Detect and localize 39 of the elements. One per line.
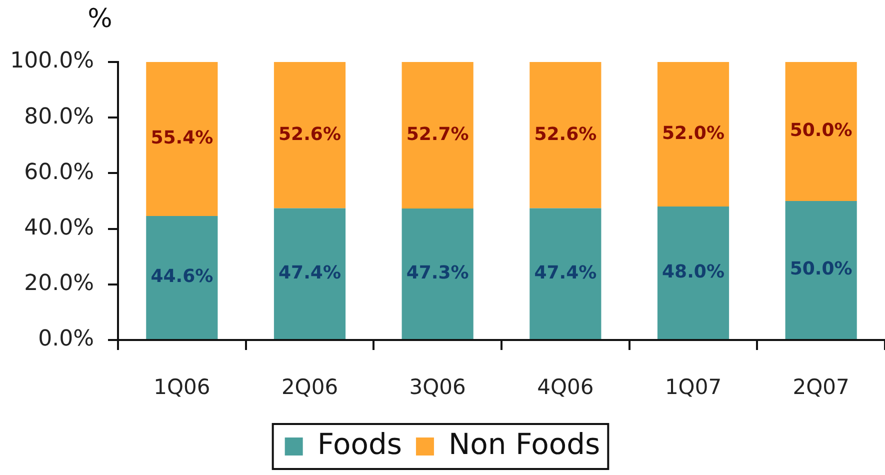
- bar: [146, 62, 218, 216]
- bar: [657, 62, 730, 207]
- bar: [785, 62, 857, 201]
- x-tick-label: 4Q06: [537, 375, 594, 400]
- x-tick-label: 3Q06: [409, 375, 466, 400]
- data-label: 48.0%: [662, 261, 724, 282]
- legend-label: Non Foods: [448, 427, 600, 462]
- data-label: 52.0%: [662, 122, 724, 144]
- bar: [402, 62, 474, 209]
- data-label: 52.7%: [406, 124, 469, 145]
- x-tick-label: 1Q07: [664, 375, 722, 400]
- y-tick-label: 100.0%: [10, 48, 94, 74]
- y-tick-label: 20.0%: [24, 271, 94, 296]
- x-tick-label: 2Q07: [792, 375, 850, 400]
- legend-label: Foods: [317, 427, 402, 462]
- bar: [530, 62, 602, 208]
- data-label: 50.0%: [790, 120, 852, 142]
- bar: [530, 208, 602, 339]
- data-label: 47.4%: [278, 262, 341, 284]
- data-label: 44.6%: [150, 266, 214, 288]
- y-tick-label: 40.0%: [24, 216, 94, 241]
- data-label: 52.6%: [278, 124, 341, 145]
- bar: [146, 216, 218, 339]
- data-label: 50.0%: [790, 258, 852, 280]
- data-label: 55.4%: [150, 128, 214, 149]
- y-tick-label: 60.0%: [24, 160, 94, 185]
- bar: [657, 206, 730, 339]
- x-tick-label: 2Q06: [281, 375, 338, 400]
- y-tick-label: 80.0%: [24, 104, 94, 130]
- x-tick-label: 1Q06: [154, 375, 210, 400]
- data-label: 47.3%: [406, 262, 469, 284]
- data-label: 47.4%: [534, 262, 597, 284]
- bar: [785, 201, 857, 339]
- y-axis-title: %: [88, 4, 112, 34]
- y-tick-label: 0.0%: [38, 326, 94, 352]
- data-label: 52.6%: [534, 124, 597, 145]
- bar: [402, 208, 474, 339]
- bar: [274, 62, 346, 208]
- bar: [274, 208, 346, 339]
